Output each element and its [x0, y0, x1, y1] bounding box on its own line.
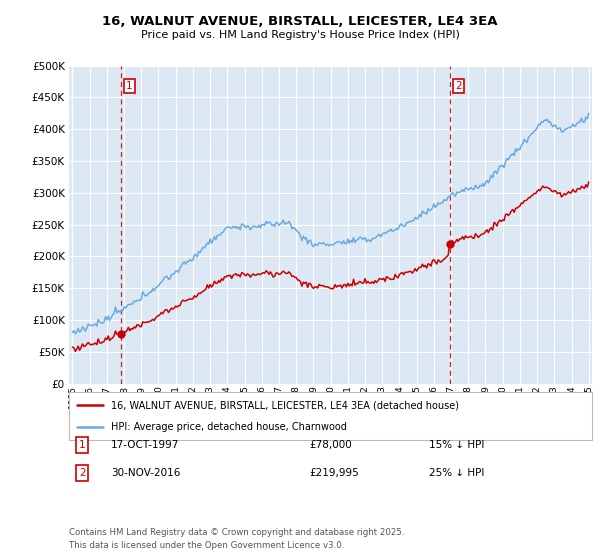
Text: 1: 1: [126, 81, 133, 91]
Text: £78,000: £78,000: [309, 440, 352, 450]
Text: £219,995: £219,995: [309, 468, 359, 478]
Text: 16, WALNUT AVENUE, BIRSTALL, LEICESTER, LE4 3EA (detached house): 16, WALNUT AVENUE, BIRSTALL, LEICESTER, …: [111, 400, 459, 410]
Text: 1: 1: [79, 440, 86, 450]
Text: Price paid vs. HM Land Registry's House Price Index (HPI): Price paid vs. HM Land Registry's House …: [140, 30, 460, 40]
Text: 16, WALNUT AVENUE, BIRSTALL, LEICESTER, LE4 3EA: 16, WALNUT AVENUE, BIRSTALL, LEICESTER, …: [102, 15, 498, 28]
Text: HPI: Average price, detached house, Charnwood: HPI: Average price, detached house, Char…: [111, 422, 347, 432]
Text: 15% ↓ HPI: 15% ↓ HPI: [429, 440, 484, 450]
Text: 2: 2: [79, 468, 86, 478]
Text: Contains HM Land Registry data © Crown copyright and database right 2025.
This d: Contains HM Land Registry data © Crown c…: [69, 529, 404, 550]
Text: 2: 2: [455, 81, 461, 91]
Text: 25% ↓ HPI: 25% ↓ HPI: [429, 468, 484, 478]
Text: 17-OCT-1997: 17-OCT-1997: [111, 440, 179, 450]
Text: 30-NOV-2016: 30-NOV-2016: [111, 468, 181, 478]
